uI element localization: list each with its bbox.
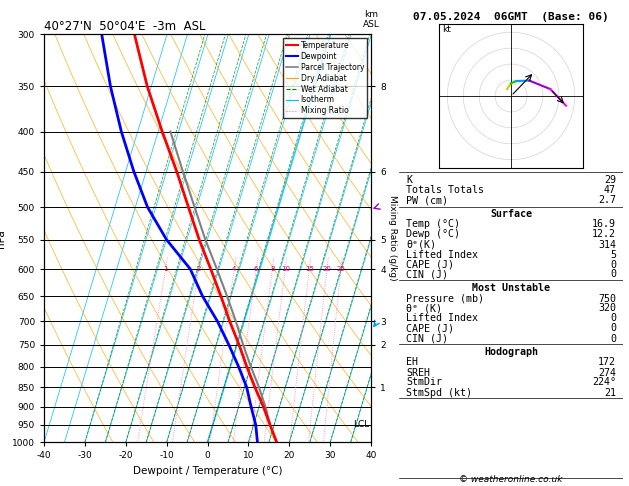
Text: 274: 274	[598, 367, 616, 378]
Text: 20: 20	[323, 266, 331, 272]
Text: CAPE (J): CAPE (J)	[406, 324, 454, 333]
Y-axis label: Mixing Ratio (g/kg): Mixing Ratio (g/kg)	[388, 195, 397, 281]
Text: 314: 314	[598, 240, 616, 249]
Text: 172: 172	[598, 357, 616, 367]
Text: 5: 5	[610, 250, 616, 260]
Text: θᵉ (K): θᵉ (K)	[406, 303, 442, 313]
Text: 0: 0	[610, 324, 616, 333]
Text: 1: 1	[164, 266, 168, 272]
Text: 224°: 224°	[592, 378, 616, 387]
Text: LCL: LCL	[353, 420, 369, 429]
Text: 15: 15	[305, 266, 314, 272]
Text: StmDir: StmDir	[406, 378, 442, 387]
Text: km
ASL: km ASL	[363, 11, 379, 29]
Text: EH: EH	[406, 357, 418, 367]
Text: 25: 25	[337, 266, 345, 272]
Y-axis label: hPa: hPa	[0, 229, 6, 247]
Text: Lifted Index: Lifted Index	[406, 250, 478, 260]
Text: 07.05.2024  06GMT  (Base: 06): 07.05.2024 06GMT (Base: 06)	[413, 12, 609, 22]
X-axis label: Dewpoint / Temperature (°C): Dewpoint / Temperature (°C)	[133, 466, 282, 476]
Text: © weatheronline.co.uk: © weatheronline.co.uk	[459, 474, 563, 484]
Text: 6: 6	[254, 266, 259, 272]
Text: kt: kt	[443, 25, 452, 35]
Text: 21: 21	[604, 388, 616, 398]
Text: StmSpd (kt): StmSpd (kt)	[406, 388, 472, 398]
Text: Lifted Index: Lifted Index	[406, 313, 478, 323]
Text: 29: 29	[604, 175, 616, 185]
Text: Dewp (°C): Dewp (°C)	[406, 229, 460, 239]
Text: 0: 0	[610, 334, 616, 344]
Text: 0: 0	[610, 313, 616, 323]
Text: 2.7: 2.7	[598, 195, 616, 206]
Text: K: K	[406, 175, 412, 185]
Text: Surface: Surface	[490, 209, 532, 219]
Text: 0: 0	[610, 269, 616, 279]
Text: 750: 750	[598, 294, 616, 304]
Text: 0: 0	[610, 260, 616, 270]
Text: Temp (°C): Temp (°C)	[406, 220, 460, 229]
Text: 8: 8	[270, 266, 275, 272]
Text: CIN (J): CIN (J)	[406, 334, 448, 344]
Text: 4: 4	[232, 266, 237, 272]
Text: CAPE (J): CAPE (J)	[406, 260, 454, 270]
Text: θᵉ(K): θᵉ(K)	[406, 240, 436, 249]
Text: Pressure (mb): Pressure (mb)	[406, 294, 484, 304]
Text: Hodograph: Hodograph	[484, 347, 538, 357]
Text: 40°27'N  50°04'E  -3m  ASL: 40°27'N 50°04'E -3m ASL	[44, 20, 206, 33]
Text: 320: 320	[598, 303, 616, 313]
Text: 12.2: 12.2	[592, 229, 616, 239]
Text: Most Unstable: Most Unstable	[472, 283, 550, 293]
Text: CIN (J): CIN (J)	[406, 269, 448, 279]
Text: PW (cm): PW (cm)	[406, 195, 448, 206]
Text: 16.9: 16.9	[592, 220, 616, 229]
Text: Totals Totals: Totals Totals	[406, 185, 484, 195]
Legend: Temperature, Dewpoint, Parcel Trajectory, Dry Adiabat, Wet Adiabat, Isotherm, Mi: Temperature, Dewpoint, Parcel Trajectory…	[283, 38, 367, 119]
Text: 2: 2	[196, 266, 201, 272]
Text: 10: 10	[281, 266, 290, 272]
Text: 47: 47	[604, 185, 616, 195]
Text: SREH: SREH	[406, 367, 430, 378]
